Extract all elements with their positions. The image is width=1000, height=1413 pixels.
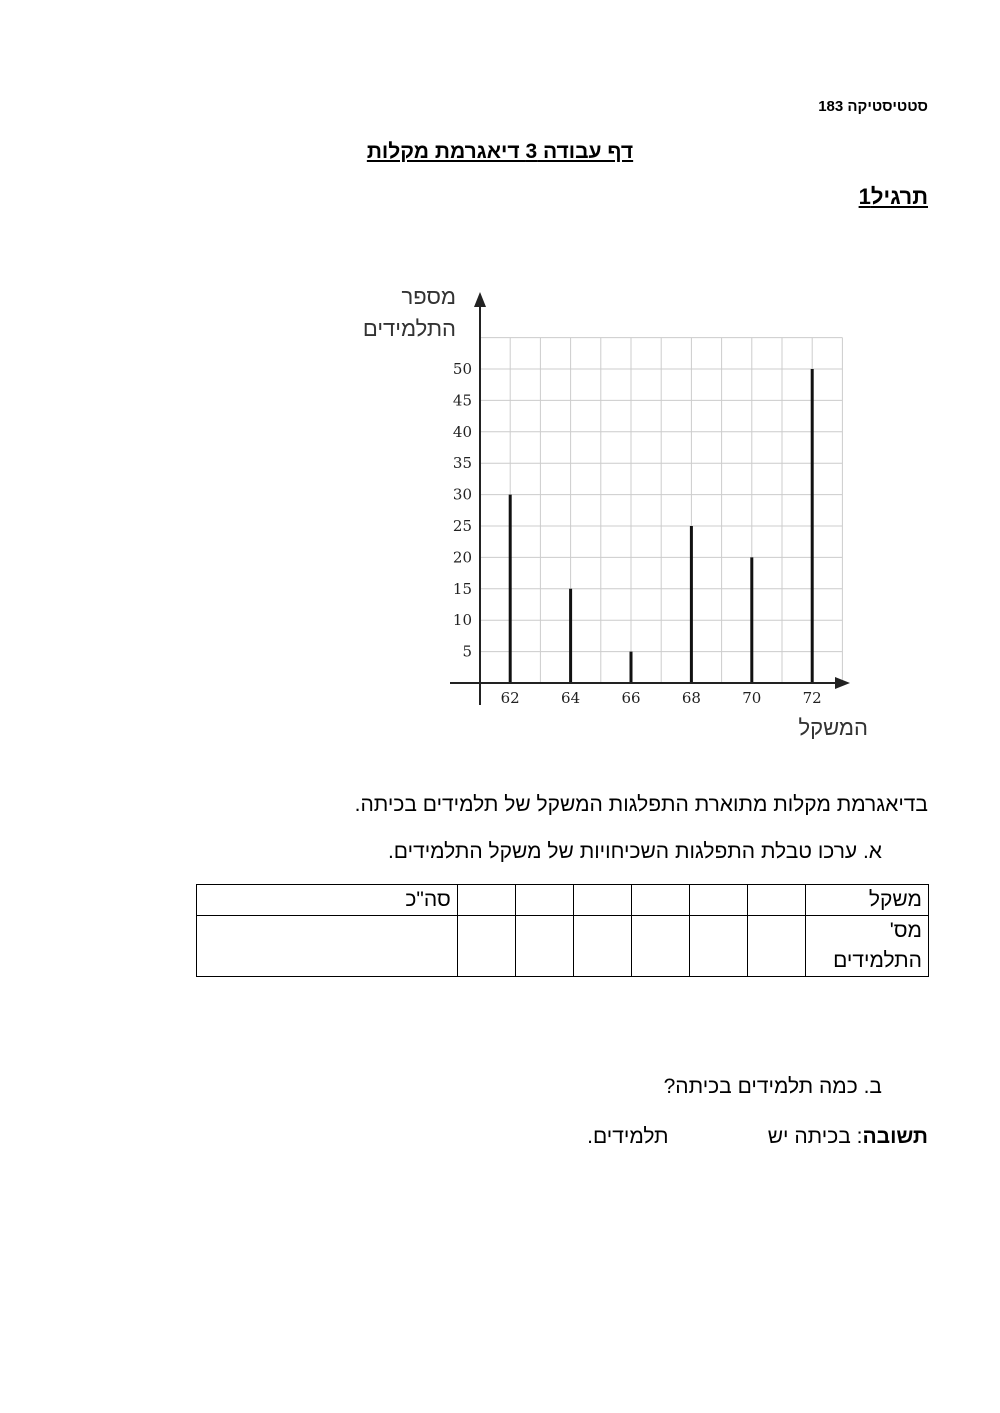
table-cell[interactable] [746, 915, 807, 977]
x-tick-label: 62 [501, 689, 520, 707]
x-axis-arrow-icon [835, 677, 850, 689]
frequency-table: משקל סה"כ מס' התלמידים [196, 884, 929, 977]
y-axis-label-line1: מספר [402, 284, 457, 309]
answer-line: תשובה: בכיתה יש תלמידים. [587, 1125, 928, 1149]
page-title: דף עבודה 3 דיאגרמת מקלות [366, 140, 634, 163]
y-axis-arrow-icon [474, 292, 486, 307]
chart-bars [508, 369, 814, 683]
y-tick-label: 10 [453, 611, 472, 629]
y-tick-label: 20 [453, 548, 472, 566]
y-tick-label: 35 [453, 454, 472, 472]
x-tick-label: 72 [803, 689, 822, 707]
table-cell[interactable] [456, 884, 516, 916]
answer-label: תשובה [862, 1125, 928, 1148]
y-tick-label: 40 [453, 423, 472, 441]
y-tick-label: 25 [453, 517, 472, 535]
total-cell[interactable] [196, 915, 458, 977]
y-tick-label: 30 [453, 486, 472, 504]
table-cell[interactable] [688, 915, 748, 977]
y-tick-label: 15 [453, 580, 472, 598]
answer-text: : בכיתה יש תלמידים. [587, 1125, 863, 1148]
x-axis-label: המשקל [798, 715, 868, 740]
y-tick-label: 50 [453, 360, 472, 378]
intro-text: בדיאגרמת מקלות מתוארת התפלגות המשקל של ת… [354, 793, 928, 816]
x-tick-label: 68 [682, 689, 701, 707]
table-cell[interactable] [456, 915, 516, 977]
question-a: א. ערכו טבלת התפלגות השכיחויות של משקל ה… [387, 840, 882, 863]
y-axis-label-line2: התלמידים [363, 316, 456, 341]
exercise-title: תרגיל1 [858, 184, 928, 209]
table-row: משקל סה"כ [196, 884, 929, 916]
table-cell[interactable] [572, 915, 632, 977]
table-cell[interactable] [572, 884, 632, 916]
count-header-line1: מס' [889, 919, 922, 942]
table-cell[interactable] [746, 884, 807, 916]
table-cell[interactable] [514, 884, 574, 916]
question-b: ב. כמה תלמידים בכיתה? [663, 1075, 882, 1098]
y-tick-label: 45 [453, 391, 472, 409]
table-cell[interactable] [514, 915, 574, 977]
table-cell[interactable] [630, 884, 690, 916]
table-cell[interactable] [688, 884, 748, 916]
y-tick-label: 5 [462, 643, 472, 661]
x-tick-label: 66 [621, 689, 640, 707]
table-row: מס' התלמידים [196, 915, 929, 977]
x-tick-label: 64 [561, 689, 580, 707]
total-header: סה"כ [196, 884, 458, 916]
weight-header: משקל [805, 884, 929, 916]
chart-grid [479, 337, 843, 683]
stick-chart: 62 64 66 68 70 72 5 10 15 20 25 30 35 40 45 50 מספר התל… [363, 284, 868, 740]
count-header: מס' התלמידים [805, 915, 929, 977]
chart-ticks: 62 64 66 68 70 72 5 10 15 20 25 30 35 40 45 50 [453, 360, 822, 707]
table-cell[interactable] [630, 915, 690, 977]
count-header-line2: התלמידים [833, 949, 922, 972]
x-tick-label: 70 [742, 689, 761, 707]
course-label: סטטיסטיקה 183 [818, 98, 928, 115]
